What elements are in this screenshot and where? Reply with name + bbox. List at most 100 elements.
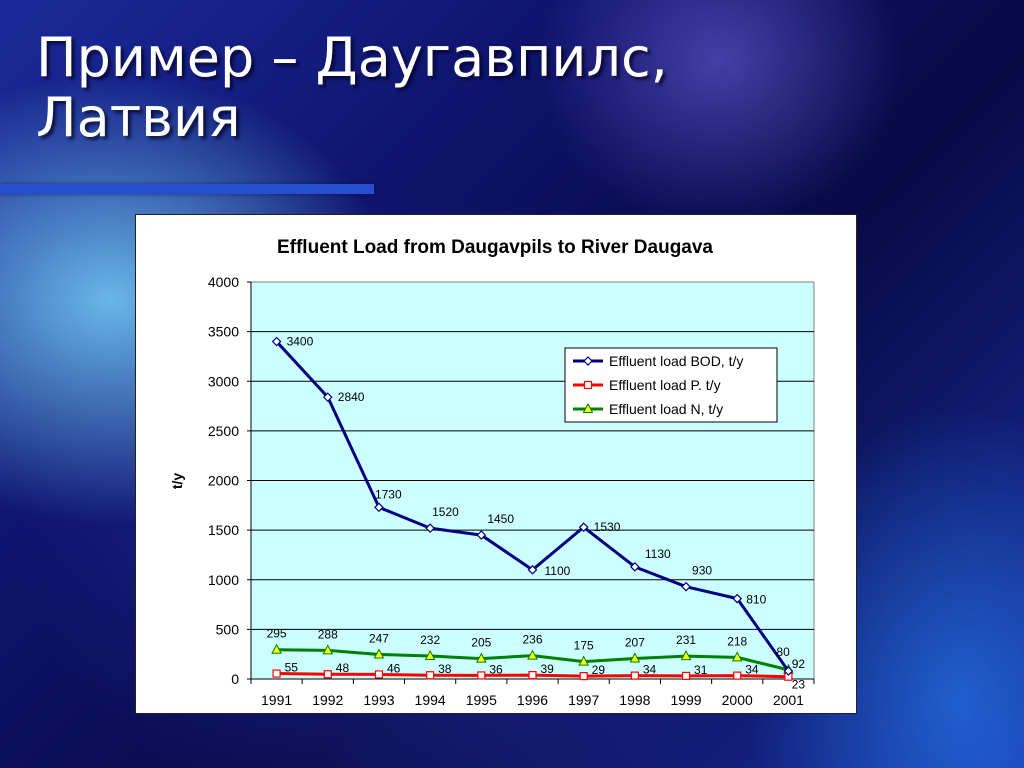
legend: Effluent load BOD, t/y Effluent load P. t… [564, 347, 778, 423]
data-label: 247 [369, 631, 389, 645]
chart-panel: Effluent Load from Daugavpils to River D… [135, 214, 857, 714]
data-label: 31 [694, 663, 708, 677]
data-point [629, 652, 641, 663]
chart-title: Effluent Load from Daugavpils to River D… [277, 237, 713, 258]
x-tick-label: 1999 [670, 692, 701, 708]
x-tick-label: 1998 [619, 692, 650, 708]
y-tick-label: 3500 [208, 324, 239, 340]
effluent-load-chart: Effluent Load from Daugavpils to River D… [169, 237, 815, 708]
data-point [271, 336, 282, 347]
data-point [681, 671, 691, 681]
data-label: 80 [776, 645, 790, 659]
data-point [733, 671, 742, 680]
data-label: 295 [267, 627, 287, 641]
x-tick-label: 1994 [415, 692, 446, 708]
x-tick-label: 1993 [363, 692, 394, 708]
y-axis-label: t/y [169, 473, 185, 490]
data-point [477, 671, 486, 680]
data-label: 175 [574, 639, 594, 653]
data-label: 29 [592, 663, 606, 677]
data-labels: 3400 2840 1730 1520 1450 1100 1530 1130 930 810 80… [267, 335, 806, 692]
data-point [271, 643, 282, 654]
data-point [681, 581, 691, 592]
data-label: 92 [792, 657, 806, 671]
data-point [528, 671, 537, 680]
data-label: 232 [420, 633, 440, 647]
data-label: 1520 [432, 505, 459, 519]
x-axis: 1991 1992 1993 1994 1995 1996 1997 1998 1999 2000… [250, 678, 815, 708]
data-point [374, 670, 384, 679]
y-tick-label: 1500 [208, 522, 239, 538]
data-label: 34 [643, 663, 657, 677]
legend-marker [582, 402, 594, 413]
data-label: 1130 [645, 547, 671, 561]
data-label: 1100 [545, 564, 571, 578]
legend-label: Effluent load N, t/y [609, 401, 723, 417]
x-tick-label: 1997 [568, 692, 599, 708]
data-point [322, 644, 334, 655]
data-label: 1730 [375, 487, 402, 501]
data-point [475, 652, 487, 663]
data-label: 205 [471, 636, 491, 650]
data-point [426, 671, 435, 680]
data-point [680, 650, 692, 661]
title-underline [0, 184, 374, 194]
data-label: 3400 [287, 335, 314, 349]
y-tick-label: 0 [231, 671, 239, 687]
data-point [527, 649, 538, 660]
data-label: 48 [336, 661, 350, 675]
data-point [578, 655, 590, 666]
data-point [630, 671, 639, 680]
data-label: 1450 [487, 512, 514, 526]
data-point [425, 523, 435, 533]
x-tick-label: 1992 [312, 692, 343, 708]
data-point [374, 502, 384, 513]
data-point [527, 564, 538, 575]
data-label: 218 [727, 634, 747, 648]
data-point [579, 672, 588, 681]
series-layer [271, 336, 794, 681]
data-label: 1530 [594, 520, 621, 534]
slide-title: Пример – Даугавпилс, Латвия [36, 26, 668, 149]
data-point [732, 593, 743, 604]
x-tick-label: 1996 [517, 692, 548, 708]
legend-marker [583, 356, 593, 366]
data-point [424, 649, 436, 660]
data-point [323, 670, 332, 679]
data-label: 55 [285, 661, 299, 675]
data-point [322, 392, 333, 402]
y-tick-label: 500 [216, 621, 240, 637]
y-axis: 0 500 1000 1500 2000 2500 3000 3500 4000 [208, 274, 252, 687]
data-point [630, 561, 640, 572]
x-tick-label: 1995 [466, 692, 497, 708]
data-label: 36 [489, 662, 503, 676]
x-tick-label: 1991 [261, 692, 292, 708]
data-label: 207 [625, 635, 645, 649]
data-point [476, 530, 487, 540]
data-label: 23 [792, 678, 806, 692]
data-label: 236 [522, 633, 542, 647]
legend-marker [583, 380, 593, 390]
data-point [272, 669, 281, 678]
data-label: 930 [692, 564, 712, 578]
data-label: 288 [318, 627, 338, 641]
data-label: 39 [541, 662, 555, 676]
data-label: 810 [746, 593, 766, 607]
data-label: 38 [438, 662, 452, 676]
legend-label: Effluent load BOD, t/y [609, 353, 743, 369]
y-tick-label: 3000 [208, 373, 239, 389]
data-label: 46 [387, 661, 401, 675]
x-tick-label: 2001 [773, 692, 804, 708]
data-point [731, 651, 743, 662]
legend-label: Effluent load P. t/y [609, 377, 721, 393]
data-point [783, 666, 794, 676]
y-tick-label: 1000 [208, 572, 239, 588]
y-tick-label: 4000 [208, 274, 239, 290]
data-label: 2840 [338, 390, 365, 404]
data-label: 231 [676, 633, 696, 647]
x-tick-label: 2000 [722, 692, 753, 708]
data-point [373, 648, 385, 659]
y-tick-label: 2000 [208, 473, 239, 489]
data-label: 34 [745, 663, 759, 677]
data-point [578, 522, 589, 532]
